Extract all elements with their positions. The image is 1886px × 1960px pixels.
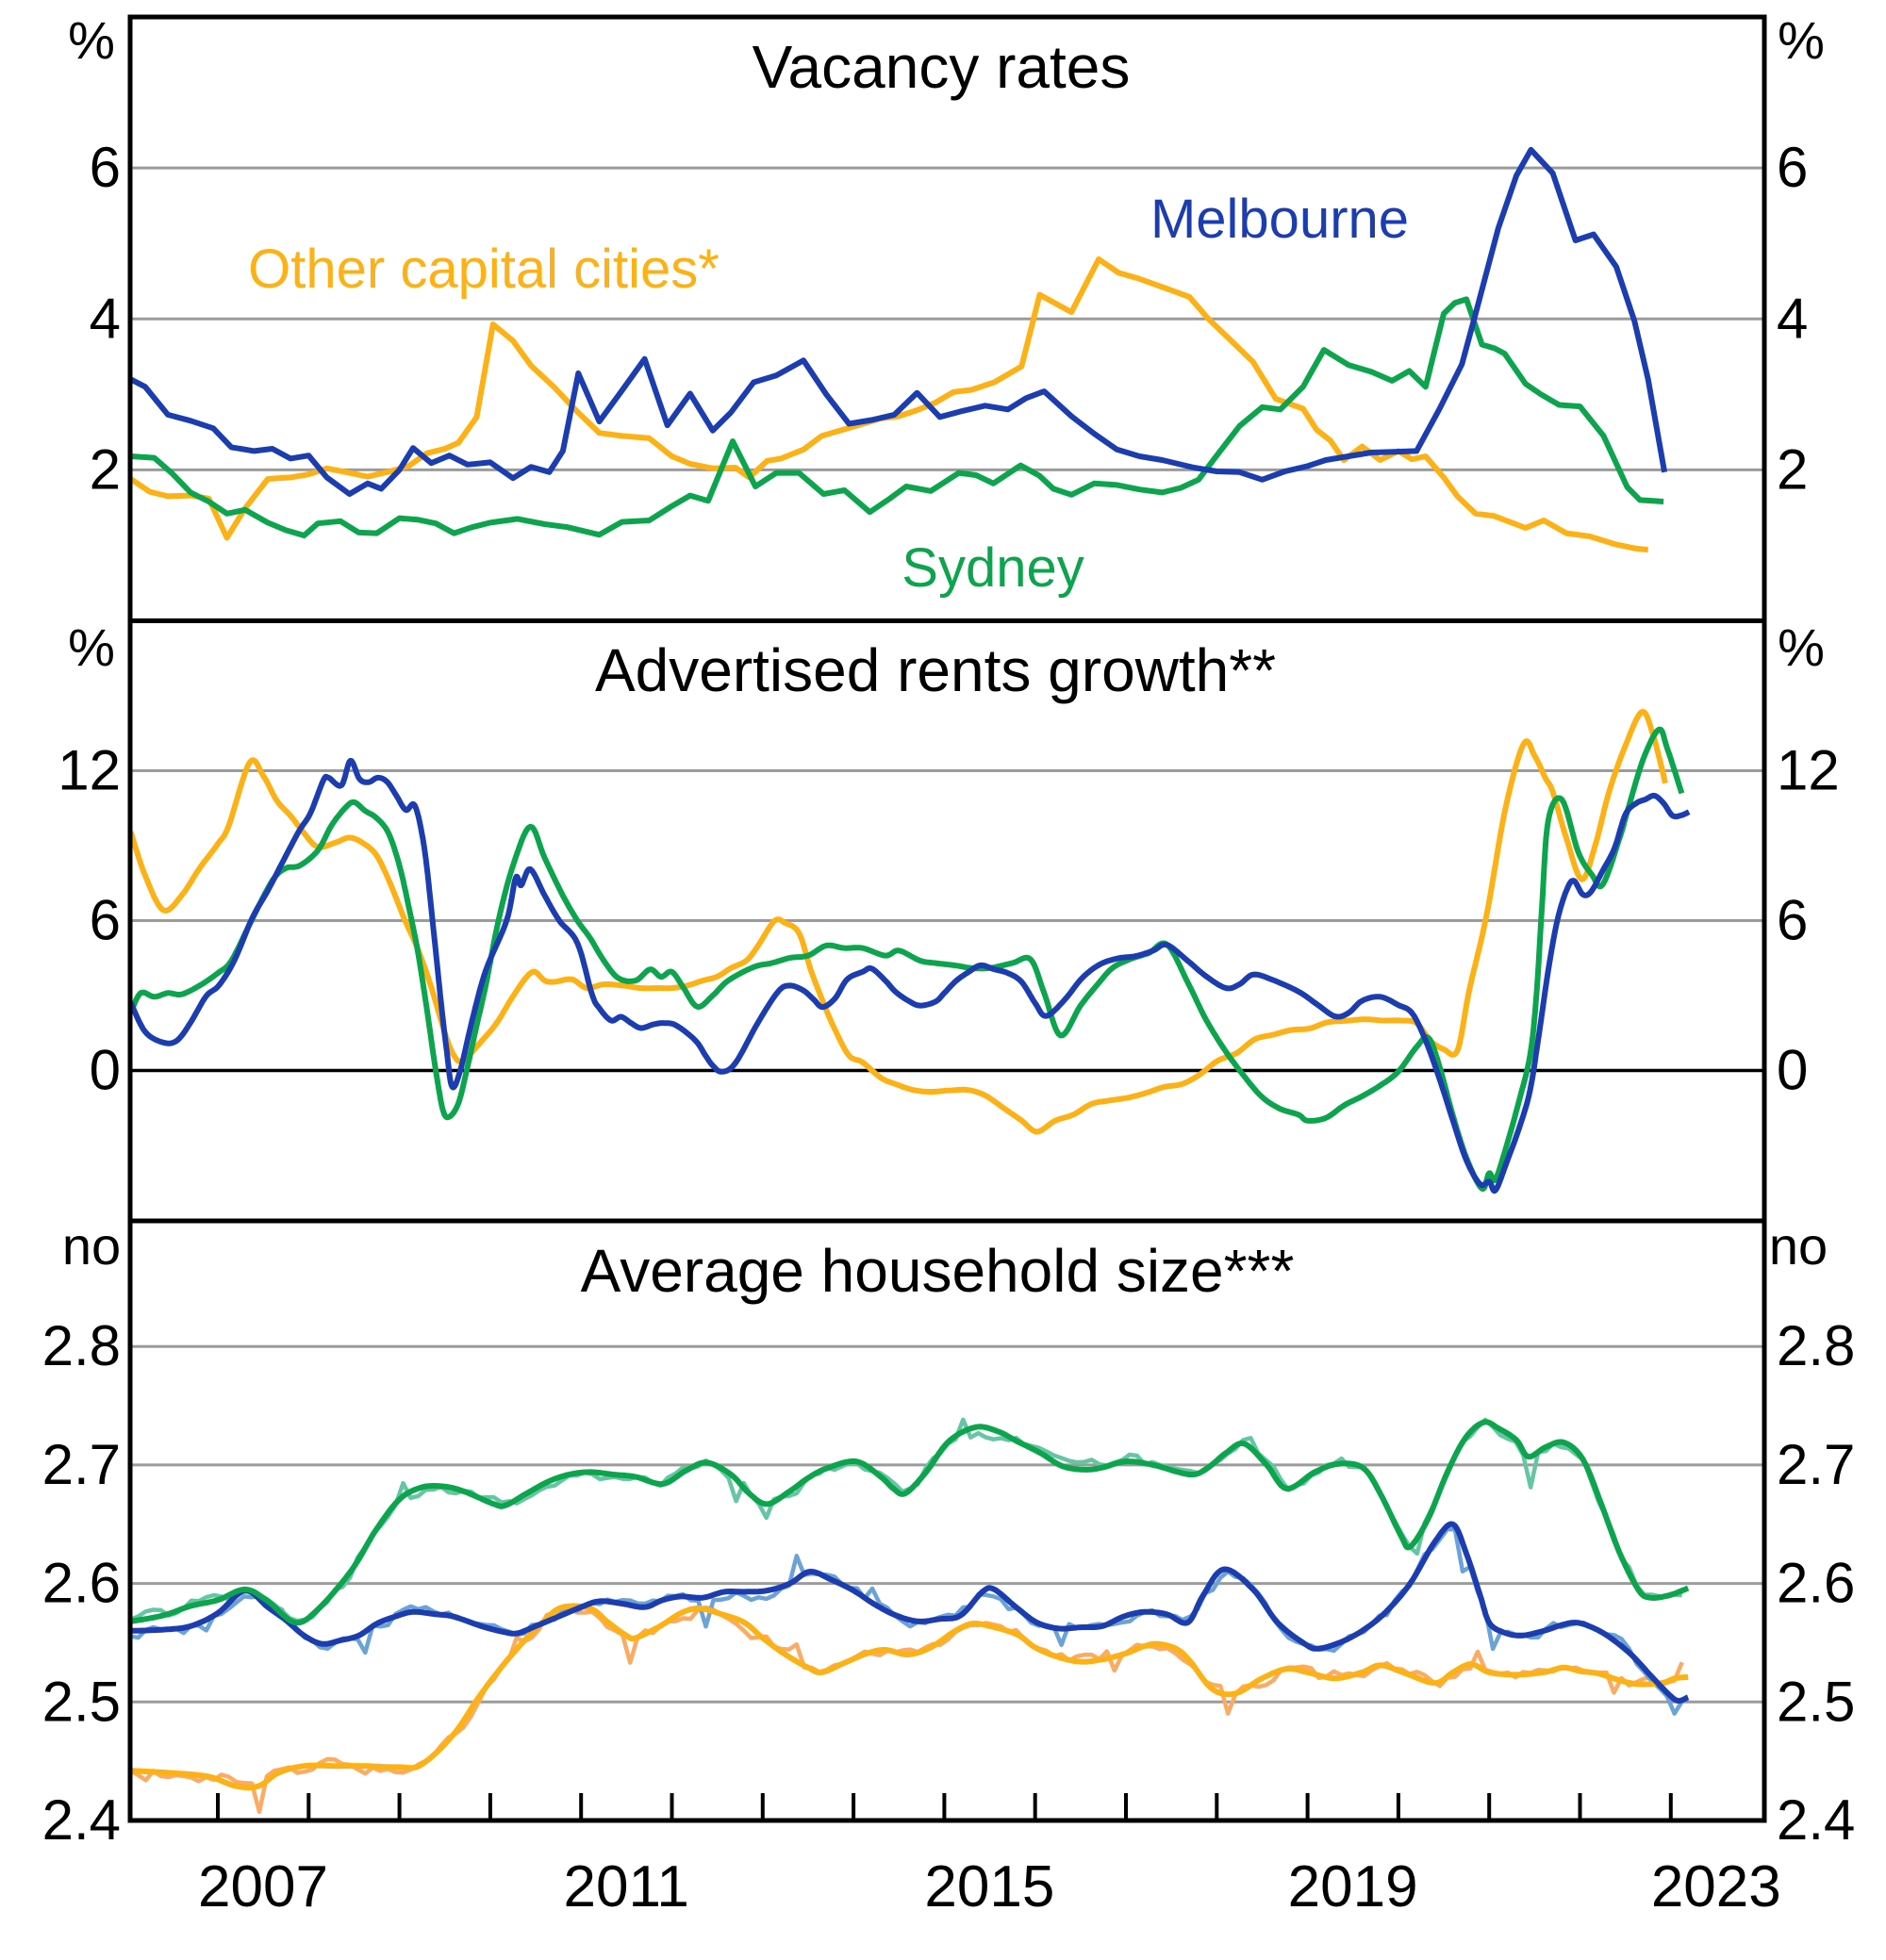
svg-text:2.4: 2.4 — [42, 1788, 121, 1852]
svg-text:2019: 2019 — [1288, 1854, 1418, 1919]
svg-text:4: 4 — [1777, 287, 1808, 350]
svg-text:2: 2 — [1777, 437, 1808, 501]
svg-text:2011: 2011 — [564, 1854, 689, 1919]
svg-text:6: 6 — [1777, 136, 1808, 199]
svg-text:Advertised rents growth**: Advertised rents growth** — [595, 636, 1276, 704]
svg-text:2.7: 2.7 — [42, 1433, 121, 1496]
svg-text:2.8: 2.8 — [1777, 1314, 1855, 1377]
svg-text:2023: 2023 — [1651, 1854, 1781, 1919]
svg-text:%: % — [1778, 10, 1825, 70]
svg-text:12: 12 — [58, 739, 121, 802]
svg-text:2.5: 2.5 — [42, 1670, 121, 1733]
svg-text:6: 6 — [1777, 889, 1808, 952]
svg-text:%: % — [68, 10, 115, 70]
svg-text:2.5: 2.5 — [1777, 1670, 1855, 1733]
svg-text:Other capital cities*: Other capital cities* — [248, 239, 720, 300]
svg-text:0: 0 — [90, 1039, 121, 1102]
svg-text:%: % — [1778, 618, 1825, 677]
svg-text:Average household size***: Average household size*** — [581, 1237, 1295, 1305]
svg-text:no: no — [1769, 1216, 1828, 1276]
svg-text:2.8: 2.8 — [42, 1314, 121, 1377]
svg-text:0: 0 — [1777, 1039, 1808, 1102]
svg-text:4: 4 — [90, 287, 121, 350]
svg-text:no: no — [62, 1216, 121, 1276]
svg-text:2: 2 — [90, 437, 121, 501]
svg-text:2007: 2007 — [198, 1854, 328, 1919]
svg-text:6: 6 — [90, 136, 121, 199]
svg-text:2015: 2015 — [924, 1854, 1054, 1919]
svg-text:Vacancy rates: Vacancy rates — [753, 33, 1131, 101]
svg-text:2.4: 2.4 — [1777, 1788, 1855, 1852]
svg-text:2.6: 2.6 — [42, 1552, 121, 1615]
svg-text:6: 6 — [90, 889, 121, 952]
svg-text:Sydney: Sydney — [902, 537, 1084, 599]
svg-text:%: % — [68, 618, 115, 677]
svg-text:2.6: 2.6 — [1777, 1552, 1855, 1615]
svg-text:12: 12 — [1777, 739, 1840, 802]
svg-text:Melbourne: Melbourne — [1150, 189, 1409, 250]
svg-text:2.7: 2.7 — [1777, 1433, 1855, 1496]
